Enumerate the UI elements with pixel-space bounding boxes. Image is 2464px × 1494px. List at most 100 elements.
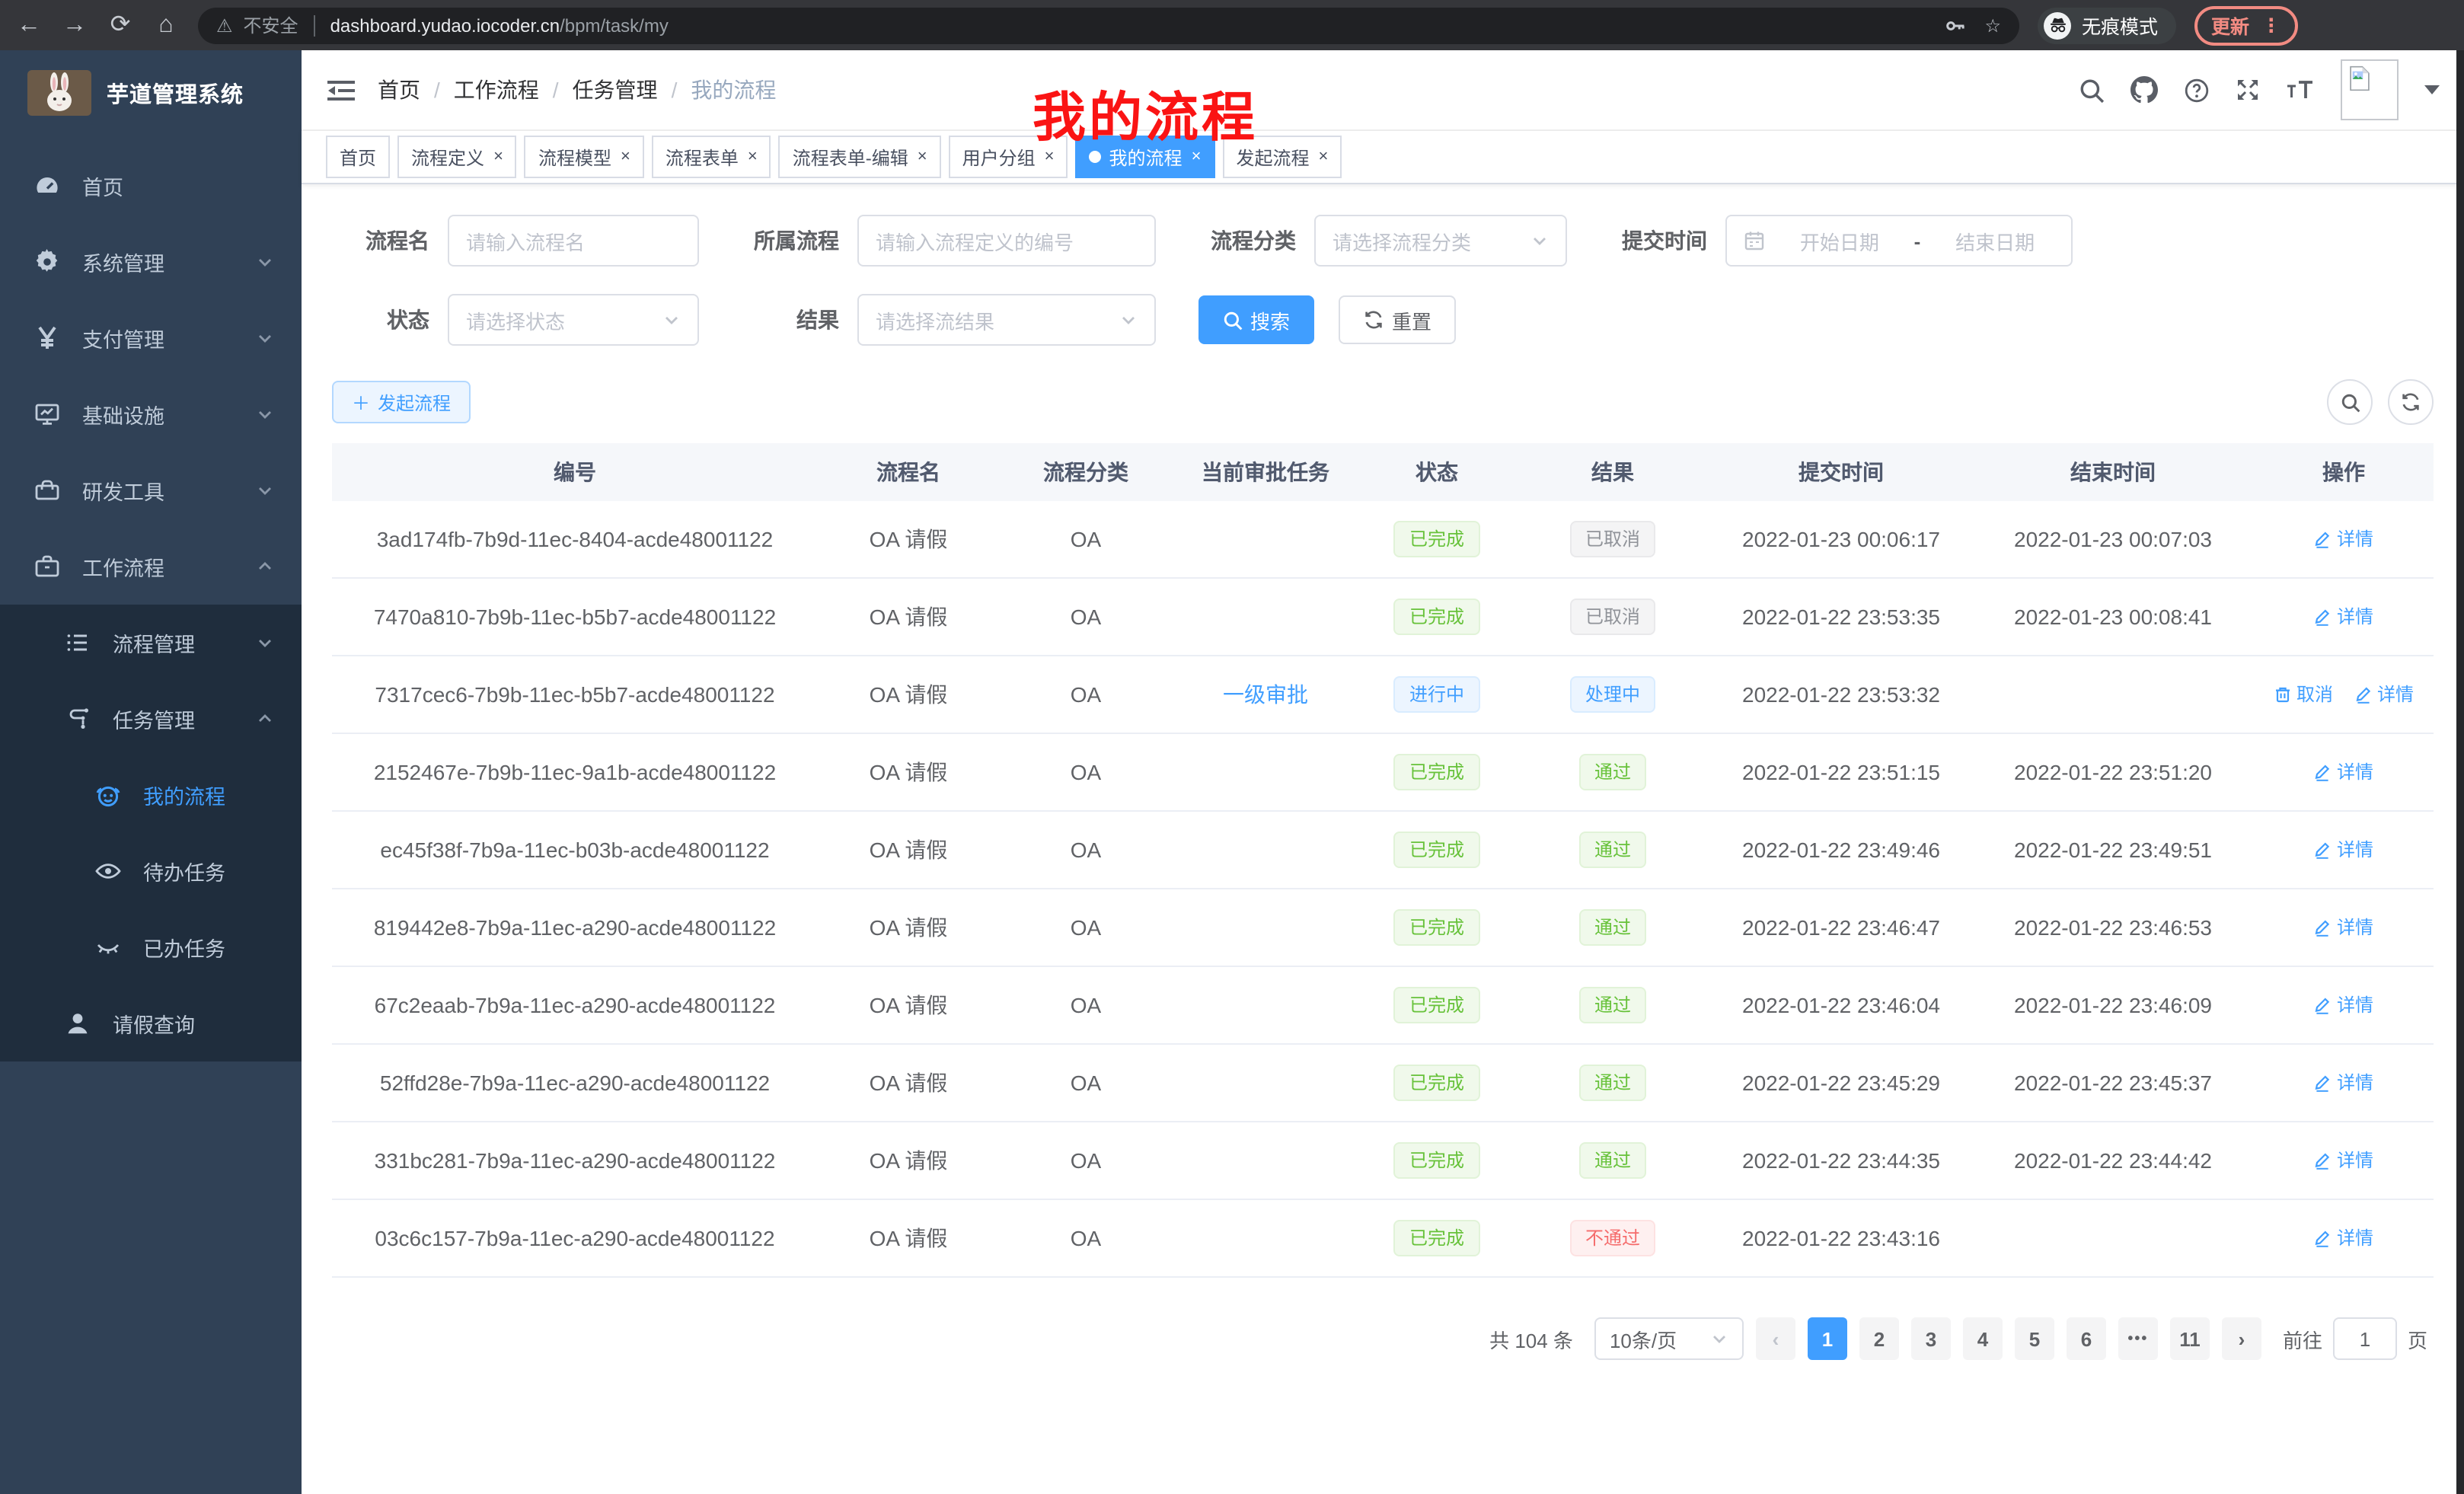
sidebar-item-leave-query[interactable]: 请假查询 <box>0 985 302 1061</box>
reset-button[interactable]: 重置 <box>1339 295 1457 344</box>
date-range-picker[interactable]: 开始日期 - 结束日期 <box>1725 215 2073 267</box>
process-name-input[interactable]: 请输入流程名 <box>448 215 699 267</box>
result-badge: 已取消 <box>1569 599 1655 635</box>
forward-icon[interactable]: → <box>62 11 87 37</box>
help-icon[interactable] <box>2184 77 2210 103</box>
refresh-table-button[interactable] <box>2388 379 2434 425</box>
page-button-5[interactable]: 5 <box>2014 1317 2054 1360</box>
tab-流程定义[interactable]: 流程定义 × <box>397 136 517 178</box>
chevron-down-icon[interactable] <box>2424 85 2440 102</box>
cancel-link[interactable]: 取消 <box>2274 682 2333 707</box>
app-logo[interactable]: 芋道管理系统 <box>0 50 302 136</box>
browser-menu-icon[interactable]: ⋮ <box>2261 15 2281 37</box>
goto-page-input[interactable] <box>2332 1317 2397 1360</box>
category-select[interactable]: 请选择流程分类 <box>1314 215 1567 267</box>
sidebar-item-infra[interactable]: 基础设施 <box>0 376 302 452</box>
reload-icon[interactable]: ⟳ <box>110 11 131 37</box>
avatar[interactable] <box>2341 59 2399 120</box>
divider <box>313 14 315 36</box>
close-icon[interactable]: × <box>1318 148 1329 166</box>
breadcrumb-item[interactable]: 首页 <box>378 78 420 102</box>
next-page-button[interactable]: › <box>2221 1317 2261 1360</box>
home-icon[interactable]: ⌂ <box>158 11 174 37</box>
scrollbar-track[interactable] <box>2456 50 2464 1494</box>
fullscreen-icon[interactable] <box>2236 78 2260 102</box>
chrome-update-button[interactable]: 更新 ⋮ <box>2194 5 2298 45</box>
page-size-select[interactable]: 10条/页 <box>1594 1317 1744 1360</box>
pager-more[interactable]: ••• <box>2118 1317 2158 1360</box>
tab-用户分组[interactable]: 用户分组 × <box>948 136 1068 178</box>
tab-发起流程[interactable]: 发起流程 × <box>1222 136 1342 178</box>
sidebar-item-done-task[interactable]: 已办任务 <box>0 909 302 985</box>
detail-link[interactable]: 详情 <box>2314 992 2373 1018</box>
process-definition-input[interactable]: 请输入流程定义的编号 <box>857 215 1156 267</box>
task-link[interactable]: 一级审批 <box>1223 682 1308 707</box>
sidebar-fold-icon[interactable] <box>326 77 356 103</box>
page-button-3[interactable]: 3 <box>1910 1317 1951 1360</box>
page-button-4[interactable]: 4 <box>1962 1317 2003 1360</box>
detail-link[interactable]: 详情 <box>2314 1148 2373 1173</box>
total-count: 共 104 条 <box>1489 1329 1573 1352</box>
sidebar-item-devtool[interactable]: 研发工具 <box>0 452 302 528</box>
detail-link[interactable]: 详情 <box>2314 526 2373 552</box>
detail-link[interactable]: 详情 <box>2314 759 2373 785</box>
sidebar-item-process-mgmt[interactable]: 流程管理 <box>0 605 302 681</box>
column-header: 状态 <box>1358 443 1515 501</box>
table-row: 67c2eaab-7b9a-11ec-a290-acde48001122 OA 请… <box>332 966 2434 1045</box>
tab-我的流程[interactable]: 我的流程 × <box>1075 136 1215 178</box>
sidebar-item-label: 我的流程 <box>143 786 225 809</box>
detail-link[interactable]: 详情 <box>2314 915 2373 940</box>
sidebar-item-pay[interactable]: 支付管理 <box>0 300 302 376</box>
close-icon[interactable]: × <box>493 148 503 166</box>
close-icon[interactable]: × <box>747 148 758 166</box>
end-time-cell: 2022-01-23 00:07:03 <box>1972 501 2254 579</box>
sidebar: 芋道管理系统 首页 系统管理 支付管理 基础设施 研发工具 工作流程 流程管理 任务管理我的流… <box>0 50 302 1494</box>
breadcrumb-item[interactable]: 工作流程 <box>453 78 539 102</box>
detail-link[interactable]: 详情 <box>2314 1225 2373 1251</box>
font-size-icon[interactable] <box>2286 78 2315 101</box>
process-name-cell: OA 请假 <box>818 966 999 1045</box>
result-cell: 已取消 <box>1515 501 1710 579</box>
detail-link[interactable]: 详情 <box>2314 1070 2373 1096</box>
detail-link[interactable]: 详情 <box>2314 837 2373 863</box>
github-icon[interactable] <box>2130 76 2158 104</box>
breadcrumb-item[interactable]: 任务管理 <box>572 78 658 102</box>
status-cell: 已完成 <box>1358 1199 1515 1278</box>
security-label[interactable]: 不安全 <box>243 15 298 37</box>
tab-流程表单[interactable]: 流程表单 × <box>651 136 771 178</box>
prev-page-button[interactable]: ‹ <box>1755 1317 1795 1360</box>
edit-icon <box>2314 608 2332 626</box>
back-icon[interactable]: ← <box>17 11 41 37</box>
tab-流程模型[interactable]: 流程模型 × <box>524 136 644 178</box>
search-button[interactable]: 搜索 <box>1198 295 1315 344</box>
close-icon[interactable]: × <box>620 148 630 166</box>
column-header: 流程名 <box>818 443 999 501</box>
process-category-cell: OA <box>999 1199 1173 1278</box>
sidebar-item-my-process[interactable]: 我的流程 <box>0 757 302 833</box>
close-icon[interactable]: × <box>1191 148 1202 166</box>
sidebar-item-workflow[interactable]: 工作流程 <box>0 528 302 605</box>
bookmark-star-icon[interactable]: ☆ <box>1984 14 2001 36</box>
key-icon[interactable] <box>1945 14 1966 36</box>
create-process-button[interactable]: ＋ 发起流程 <box>332 381 471 423</box>
sidebar-item-system[interactable]: 系统管理 <box>0 224 302 300</box>
detail-link[interactable]: 详情 <box>2314 604 2373 630</box>
page-button-6[interactable]: 6 <box>2066 1317 2106 1360</box>
page-button-1[interactable]: 1 <box>1807 1317 1847 1360</box>
sidebar-item-todo-task[interactable]: 待办任务 <box>0 833 302 909</box>
page-button-2[interactable]: 2 <box>1859 1317 1899 1360</box>
page-button-11[interactable]: 11 <box>2169 1317 2210 1360</box>
result-select[interactable]: 请选择流结果 <box>857 294 1156 346</box>
close-icon[interactable]: × <box>917 148 927 166</box>
sidebar-item-task-mgmt[interactable]: 任务管理 <box>0 681 302 757</box>
detail-link[interactable]: 详情 <box>2354 682 2414 707</box>
tab-流程表单-编辑[interactable]: 流程表单-编辑 × <box>778 136 941 178</box>
tab-首页[interactable]: 首页 <box>326 136 391 178</box>
sidebar-item-home[interactable]: 首页 <box>0 148 302 224</box>
close-icon[interactable]: × <box>1044 148 1055 166</box>
status-select[interactable]: 请选择状态 <box>448 294 699 346</box>
show-search-button[interactable] <box>2327 379 2373 425</box>
search-icon[interactable] <box>2079 77 2105 103</box>
action-label: 详情 <box>2336 917 2373 939</box>
address-bar[interactable]: ⚠ 不安全 dashboard.yudao.iocoder.cn/bpm/tas… <box>198 7 2019 43</box>
